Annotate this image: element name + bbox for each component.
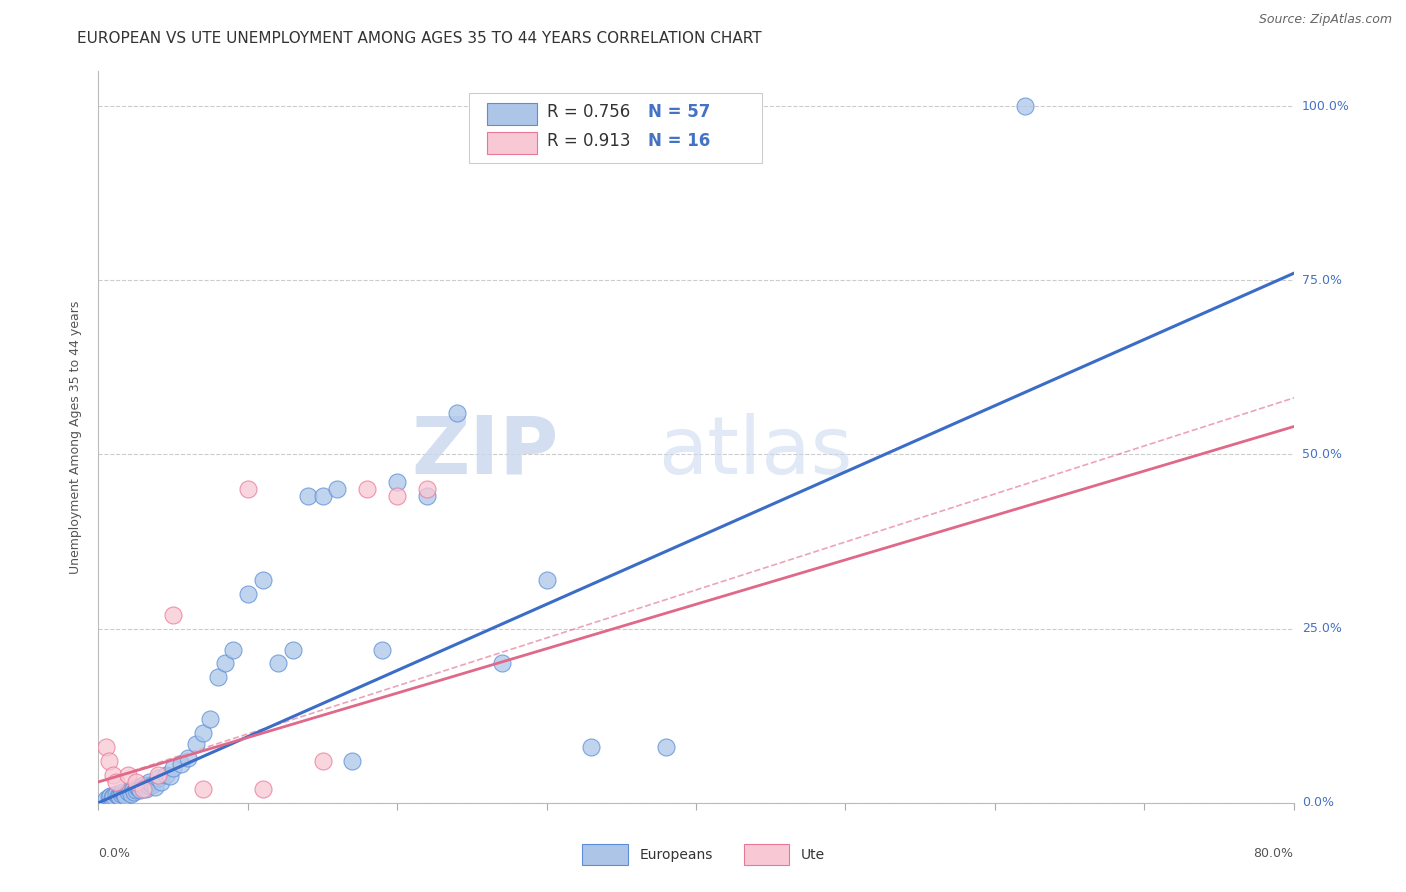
Point bbox=[281, 642, 304, 657]
Point bbox=[138, 775, 160, 789]
Point bbox=[124, 785, 146, 799]
Point bbox=[252, 781, 274, 796]
Point bbox=[117, 768, 139, 782]
Point bbox=[297, 489, 319, 503]
Text: Europeans: Europeans bbox=[640, 847, 713, 862]
Point bbox=[162, 607, 184, 622]
Point bbox=[184, 737, 207, 751]
FancyBboxPatch shape bbox=[744, 845, 789, 865]
Point bbox=[191, 726, 214, 740]
Text: 0.0%: 0.0% bbox=[98, 847, 131, 860]
Point bbox=[148, 772, 170, 786]
Point bbox=[129, 783, 152, 797]
Text: 50.0%: 50.0% bbox=[1302, 448, 1341, 461]
Point bbox=[326, 483, 349, 497]
Text: R = 0.756: R = 0.756 bbox=[547, 103, 630, 120]
Point bbox=[136, 778, 159, 792]
Point bbox=[108, 789, 131, 803]
Point bbox=[342, 754, 364, 768]
Point bbox=[159, 769, 181, 783]
Point bbox=[114, 789, 136, 803]
Point bbox=[581, 740, 603, 755]
Point bbox=[311, 754, 333, 768]
Point bbox=[111, 785, 134, 799]
Point bbox=[135, 781, 157, 796]
Point bbox=[222, 642, 245, 657]
Point bbox=[162, 761, 184, 775]
Text: EUROPEAN VS UTE UNEMPLOYMENT AMONG AGES 35 TO 44 YEARS CORRELATION CHART: EUROPEAN VS UTE UNEMPLOYMENT AMONG AGES … bbox=[77, 31, 762, 46]
Point bbox=[214, 657, 236, 671]
Point bbox=[128, 781, 150, 796]
Point bbox=[385, 489, 409, 503]
Point bbox=[97, 754, 120, 768]
Point bbox=[110, 788, 132, 802]
Point bbox=[356, 483, 378, 497]
Point bbox=[655, 740, 678, 755]
Text: 100.0%: 100.0% bbox=[1302, 100, 1350, 112]
Point bbox=[236, 587, 259, 601]
Point bbox=[105, 775, 128, 789]
Point bbox=[155, 768, 177, 782]
Text: 80.0%: 80.0% bbox=[1254, 847, 1294, 860]
Text: 25.0%: 25.0% bbox=[1302, 622, 1341, 635]
Point bbox=[132, 778, 155, 792]
Point bbox=[94, 740, 117, 755]
FancyBboxPatch shape bbox=[486, 132, 537, 154]
Point bbox=[177, 750, 200, 764]
Point bbox=[143, 780, 166, 795]
Text: N = 57: N = 57 bbox=[648, 103, 710, 120]
FancyBboxPatch shape bbox=[582, 845, 628, 865]
Y-axis label: Unemployment Among Ages 35 to 44 years: Unemployment Among Ages 35 to 44 years bbox=[69, 301, 83, 574]
Text: R = 0.913: R = 0.913 bbox=[547, 132, 630, 150]
Point bbox=[105, 788, 128, 802]
Point bbox=[150, 775, 173, 789]
Point bbox=[103, 768, 125, 782]
Point bbox=[236, 483, 259, 497]
Text: atlas: atlas bbox=[658, 413, 853, 491]
FancyBboxPatch shape bbox=[486, 103, 537, 125]
Point bbox=[127, 780, 149, 795]
Point bbox=[97, 790, 120, 805]
Point bbox=[371, 642, 394, 657]
Point bbox=[101, 791, 124, 805]
Point bbox=[311, 489, 333, 503]
Point bbox=[207, 670, 229, 684]
Point bbox=[103, 789, 125, 803]
Point bbox=[536, 573, 558, 587]
Point bbox=[112, 787, 135, 801]
Point bbox=[107, 789, 129, 803]
Point bbox=[94, 792, 117, 806]
Point bbox=[121, 781, 143, 796]
Point bbox=[120, 788, 142, 802]
Text: ZIP: ZIP bbox=[412, 413, 558, 491]
Point bbox=[125, 783, 148, 797]
Point bbox=[169, 757, 191, 772]
Text: 0.0%: 0.0% bbox=[1302, 797, 1334, 809]
Point bbox=[148, 768, 170, 782]
Point bbox=[385, 475, 409, 490]
Point bbox=[117, 785, 139, 799]
Point bbox=[191, 781, 214, 796]
Point bbox=[200, 712, 222, 726]
Point bbox=[416, 489, 439, 503]
Point bbox=[416, 483, 439, 497]
Point bbox=[446, 406, 468, 420]
Point bbox=[98, 789, 122, 803]
Point bbox=[1014, 99, 1036, 113]
Point bbox=[118, 783, 141, 797]
Text: Ute: Ute bbox=[801, 847, 825, 862]
Text: 75.0%: 75.0% bbox=[1302, 274, 1341, 287]
Point bbox=[491, 657, 513, 671]
Text: N = 16: N = 16 bbox=[648, 132, 710, 150]
Point bbox=[141, 778, 163, 792]
Point bbox=[267, 657, 290, 671]
Text: Source: ZipAtlas.com: Source: ZipAtlas.com bbox=[1258, 13, 1392, 27]
Point bbox=[132, 781, 155, 796]
Point bbox=[125, 775, 148, 789]
FancyBboxPatch shape bbox=[470, 94, 762, 163]
Point bbox=[252, 573, 274, 587]
